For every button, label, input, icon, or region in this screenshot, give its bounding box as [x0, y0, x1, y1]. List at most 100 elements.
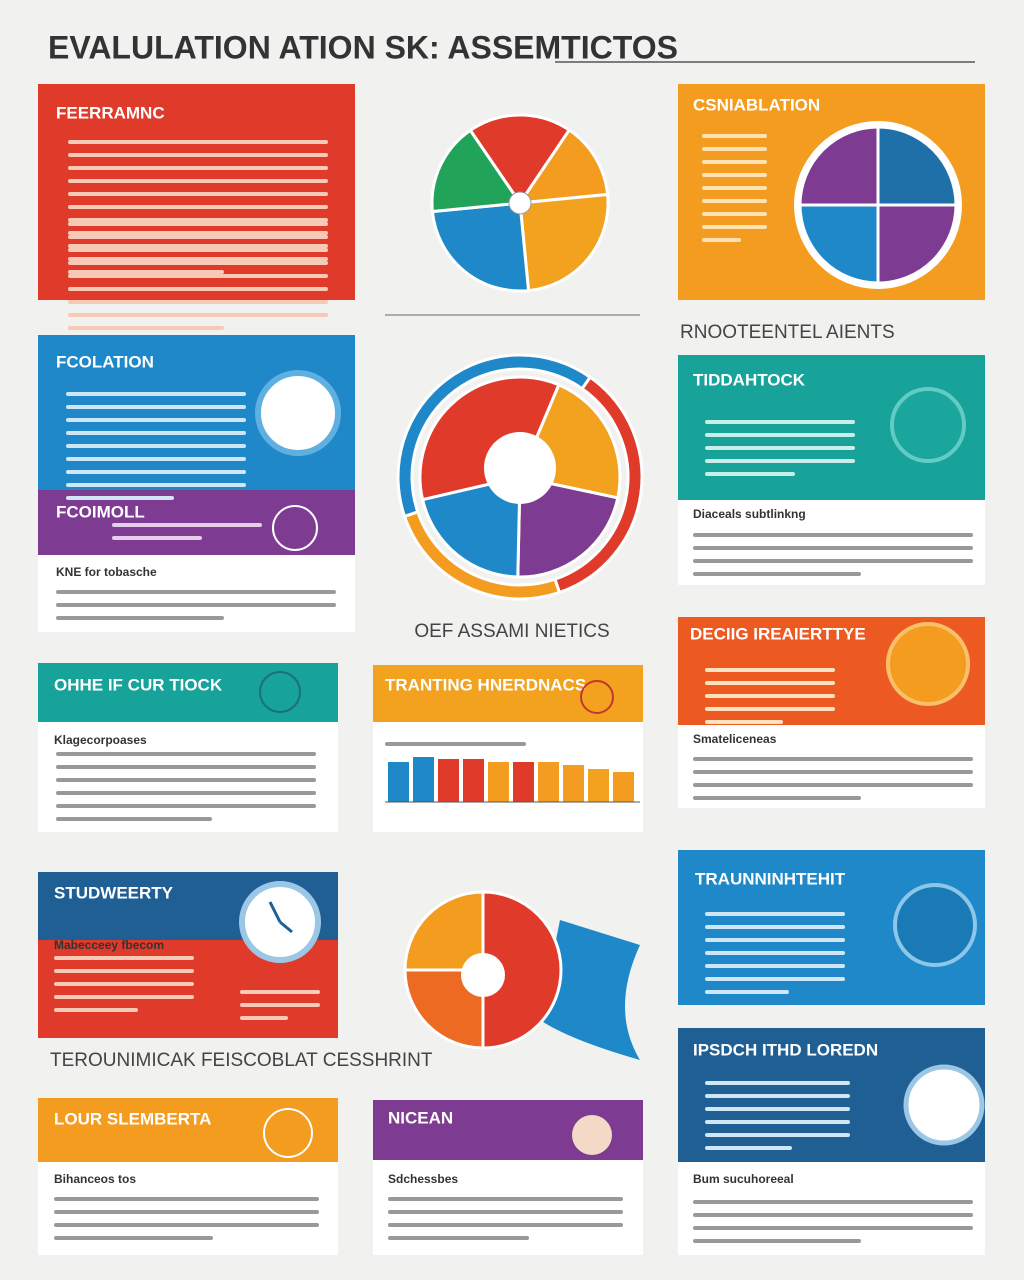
pie-slice	[876, 125, 958, 207]
text-placeholder	[240, 1003, 320, 1007]
text-placeholder	[56, 616, 224, 620]
text-placeholder	[56, 791, 316, 795]
text-placeholder	[693, 757, 973, 761]
card-heading: FCOLATION	[56, 352, 154, 371]
bar	[513, 762, 534, 802]
text-placeholder	[240, 990, 320, 994]
text-placeholder	[66, 483, 246, 487]
text-placeholder	[56, 590, 336, 594]
bar	[563, 765, 584, 802]
text-placeholder	[705, 681, 835, 685]
card-heading: TRANTING HNERDNACS	[385, 675, 586, 694]
bar	[438, 759, 459, 802]
text-placeholder	[705, 912, 845, 916]
text-placeholder	[66, 470, 246, 474]
text-placeholder	[705, 446, 855, 450]
text-placeholder	[56, 765, 316, 769]
text-placeholder	[388, 1236, 529, 1240]
text-placeholder	[693, 546, 973, 550]
text-placeholder	[693, 796, 861, 800]
pie-slice	[516, 475, 620, 579]
text-placeholder	[68, 166, 328, 170]
card-heading: STUDWEERTY	[54, 883, 174, 902]
text-placeholder	[56, 752, 316, 756]
icon	[279, 920, 293, 934]
text-placeholder	[705, 472, 795, 476]
text-placeholder	[66, 496, 174, 500]
bar	[613, 772, 634, 802]
bar	[388, 762, 409, 802]
bar	[538, 762, 559, 802]
card-heading: TIDDAHTOCK	[693, 370, 806, 389]
text-placeholder	[68, 235, 328, 239]
text-placeholder	[68, 192, 328, 196]
text-placeholder	[68, 231, 328, 235]
text-placeholder	[693, 1213, 973, 1217]
pie-slice	[430, 201, 531, 293]
card-heading: IPSDCH ITHD LOREDN	[693, 1040, 878, 1059]
pie-slice	[420, 475, 522, 579]
text-placeholder	[66, 392, 246, 396]
text-placeholder	[702, 173, 767, 177]
card-heading: NICEAN	[388, 1108, 453, 1127]
text-placeholder	[705, 964, 845, 968]
text-placeholder	[240, 1016, 288, 1020]
pie-hub	[508, 191, 532, 215]
card-subheading: Diaceals subtlinkng	[693, 507, 806, 521]
pie-slice	[798, 125, 880, 207]
icon	[272, 505, 318, 551]
text-placeholder	[693, 770, 973, 774]
caption: TEROUNIMICAK FEISCOBLAT CESSHRINT	[50, 1050, 433, 1071]
card-subheading: KNE for tobasche	[56, 565, 157, 579]
text-placeholder	[68, 274, 328, 278]
text-placeholder	[693, 1239, 861, 1243]
text-placeholder	[702, 199, 767, 203]
text-placeholder	[702, 147, 767, 151]
text-placeholder	[693, 572, 861, 576]
icon	[903, 1064, 985, 1146]
icon	[268, 901, 282, 923]
pie-slice	[518, 192, 610, 293]
text-placeholder	[702, 134, 767, 138]
text-placeholder	[702, 225, 767, 229]
text-placeholder	[702, 160, 767, 164]
pie-slice	[403, 968, 485, 1050]
text-placeholder	[66, 444, 246, 448]
text-placeholder	[705, 938, 845, 942]
donut-hole	[484, 432, 556, 504]
pie-slice	[798, 203, 880, 285]
card-heading: OHHE IF CUR TIOCK	[54, 675, 223, 694]
card-heading: DECIIG IREAIERTTYE	[690, 624, 866, 643]
text-placeholder	[68, 244, 328, 248]
text-placeholder	[56, 817, 212, 821]
text-placeholder	[68, 248, 328, 252]
text-placeholder	[54, 1223, 319, 1227]
bar	[488, 762, 509, 802]
text-placeholder	[702, 238, 741, 242]
text-placeholder	[56, 804, 316, 808]
text-placeholder	[112, 523, 262, 527]
pie-hub	[461, 953, 505, 997]
text-placeholder	[68, 300, 328, 304]
text-placeholder	[56, 778, 316, 782]
text-placeholder	[56, 603, 336, 607]
text-placeholder	[705, 977, 845, 981]
text-placeholder	[54, 1008, 138, 1012]
text-placeholder	[693, 533, 973, 537]
text-placeholder	[68, 270, 224, 274]
text-placeholder	[705, 420, 855, 424]
text-placeholder	[68, 261, 328, 265]
icon	[263, 1108, 313, 1158]
text-placeholder	[693, 1226, 973, 1230]
icon	[255, 370, 341, 456]
card-subheading: Bihanceos tos	[54, 1172, 136, 1186]
card-subheading: Smateliceneas	[693, 732, 777, 746]
pie-slice	[468, 113, 572, 206]
text-placeholder	[66, 405, 246, 409]
text-placeholder	[68, 257, 328, 261]
text-placeholder	[68, 287, 328, 291]
text-placeholder	[388, 1210, 623, 1214]
card-heading: CSNIABLATION	[693, 95, 820, 114]
icon	[572, 1115, 612, 1155]
icon	[893, 883, 977, 967]
